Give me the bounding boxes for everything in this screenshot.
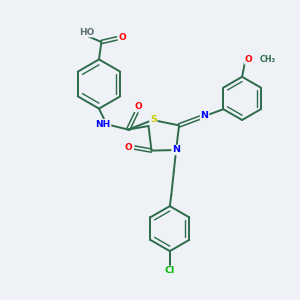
Text: HO: HO xyxy=(80,28,95,37)
Text: N: N xyxy=(172,146,180,154)
Text: Cl: Cl xyxy=(165,266,175,275)
Text: NH: NH xyxy=(95,120,110,129)
Text: O: O xyxy=(118,33,126,42)
Text: S: S xyxy=(150,115,157,124)
Text: O: O xyxy=(245,55,253,64)
Text: O: O xyxy=(134,102,142,111)
Text: O: O xyxy=(125,142,133,152)
Text: CH₃: CH₃ xyxy=(260,56,276,64)
Text: N: N xyxy=(201,111,208,120)
